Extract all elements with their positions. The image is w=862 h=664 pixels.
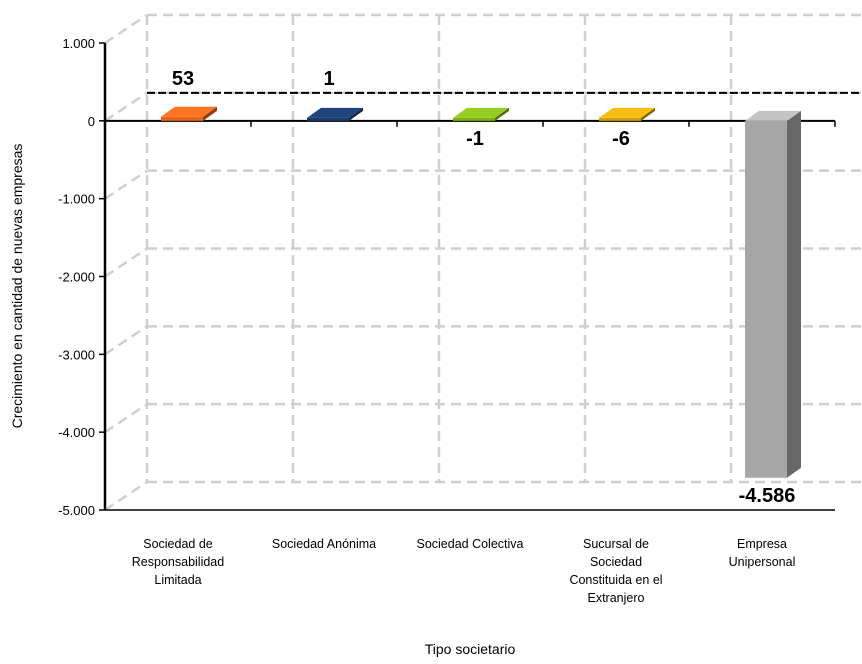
x-category-label: Sucursal de (583, 537, 649, 551)
data-label: 53 (172, 68, 194, 90)
y-tick-label: -4.000 (58, 425, 95, 440)
bar-top (599, 107, 655, 118)
gridline-depth (104, 480, 148, 512)
bar-side (349, 107, 363, 121)
gridline-depth (104, 325, 148, 356)
x-category-label: Sociedad de (143, 537, 213, 551)
y-axis-title: Crecimiento en cantidad de nuevas empres… (9, 144, 25, 429)
gridline-depth (104, 403, 148, 434)
bar (453, 107, 509, 121)
bar-front (161, 116, 203, 121)
y-tick-label: -3.000 (58, 347, 95, 362)
bar-top (745, 110, 801, 121)
x-category-label: Sociedad (590, 555, 642, 569)
bars (161, 106, 801, 478)
data-labels: 53 1 -1 -6 -4.586 (172, 68, 795, 507)
bar-top (161, 106, 217, 117)
gridline-depth (104, 13, 148, 45)
gridline-depth (104, 91, 148, 122)
bar-side (495, 107, 509, 121)
x-category-label: Empresa (737, 537, 787, 551)
x-category-label: Unipersonal (729, 555, 796, 569)
x-category-label: Extranjero (588, 591, 645, 605)
bar (745, 110, 801, 478)
data-label: -1 (466, 128, 484, 150)
bar (161, 106, 217, 121)
gridline-depth (104, 247, 148, 278)
bar-front (599, 117, 641, 121)
y-tick-label: -1.000 (58, 192, 95, 207)
data-label: -6 (612, 128, 630, 150)
y-tick-label: 0 (88, 114, 95, 129)
bar-top (307, 107, 363, 118)
bar (307, 107, 363, 121)
y-tick-label: 1.000 (62, 36, 95, 51)
bar-front (453, 117, 495, 121)
grid (104, 13, 862, 512)
x-category-label: Responsabilidad (132, 555, 224, 569)
x-category-label: Limitada (154, 573, 201, 587)
x-category-label: Sociedad Anónima (272, 537, 376, 551)
data-label: 1 (323, 68, 334, 90)
bar-side (641, 107, 655, 121)
bar-front (745, 120, 787, 478)
bar-side (787, 110, 801, 478)
y-tick-label: -5.000 (58, 503, 95, 518)
x-category-labels: Sociedad de Responsabilidad Limitada Socied… (132, 537, 796, 605)
bar-side (203, 106, 217, 121)
bar-top (453, 107, 509, 118)
bar (599, 107, 655, 121)
x-axis-title: Tipo societario (425, 641, 516, 657)
gridline-depth (104, 169, 148, 200)
y-tick-labels: 1.000 0 -1.000 -2.000 -3.000 -4.000 -5.000 (58, 36, 95, 518)
x-category-label: Constituida en el (569, 573, 662, 587)
y-tick-label: -2.000 (58, 270, 95, 285)
x-category-label: Sociedad Colectiva (416, 537, 523, 551)
bar-front (307, 117, 349, 121)
data-label: -4.586 (739, 485, 796, 507)
